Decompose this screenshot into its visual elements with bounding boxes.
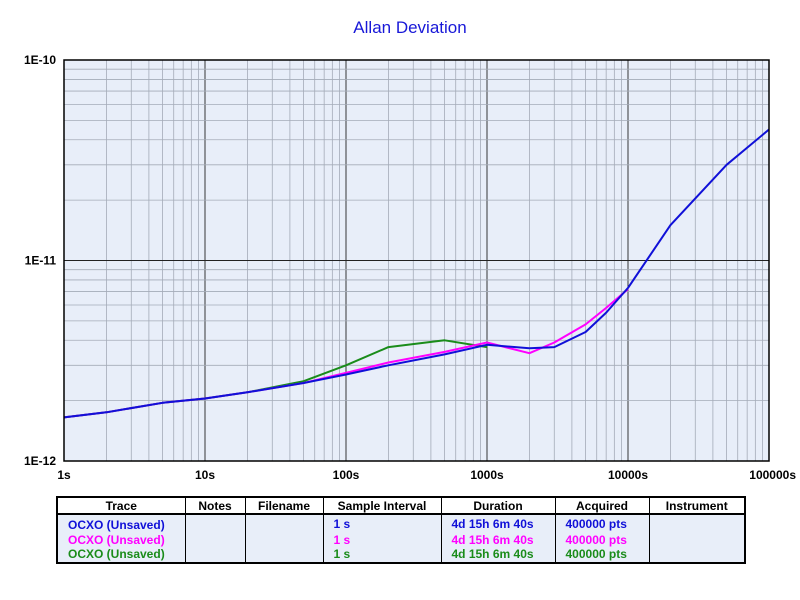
cell-instrument: [648, 532, 746, 548]
grid: [64, 60, 769, 461]
plot-border: [63, 59, 770, 462]
series-line: [63, 128, 770, 419]
table-row[interactable]: OCXO (Unsaved) 1 s 4d 15h 6m 40s 400000 …: [56, 514, 746, 533]
cell-trace: OCXO (Unsaved): [56, 547, 186, 563]
cell-duration: 4d 15h 6m 40s: [440, 514, 556, 533]
x-tick-label: 10s: [195, 468, 215, 482]
table-header-row: Trace Notes Filename Sample Interval Dur…: [56, 496, 746, 515]
series-layer: [63, 128, 770, 419]
header-filename: Filename: [244, 496, 324, 515]
cell-interval: 1 s: [322, 514, 442, 533]
x-tick-labels: 1s 10s 100s 1000s 10000s 100000s: [57, 468, 796, 482]
x-tick-label: 100s: [333, 468, 360, 482]
cell-filename: [244, 532, 324, 548]
y-tick-label: 1E-10: [24, 53, 56, 67]
header-acquired: Acquired: [554, 496, 650, 515]
chart-title: Allan Deviation: [353, 18, 467, 37]
cell-trace: OCXO (Unsaved): [56, 532, 186, 548]
y-tick-label: 1E-12: [24, 454, 56, 468]
cell-notes: [184, 514, 246, 533]
cell-acquired: 400000 pts: [554, 532, 650, 548]
cell-duration: 4d 15h 6m 40s: [440, 532, 556, 548]
cell-instrument: [648, 547, 746, 563]
table-row[interactable]: OCXO (Unsaved) 1 s 4d 15h 6m 40s 400000 …: [56, 547, 746, 563]
cell-interval: 1 s: [322, 547, 442, 563]
cell-duration: 4d 15h 6m 40s: [440, 547, 556, 563]
cell-notes: [184, 532, 246, 548]
y-tick-labels: 1E-10 1E-11 1E-12: [24, 53, 56, 468]
cell-notes: [184, 547, 246, 563]
x-tick-label: 10000s: [608, 468, 648, 482]
header-sample-interval: Sample Interval: [322, 496, 442, 515]
adev-plot: 1E-10 1E-11 1E-12 1s 10s 100s 1000s 10000s 1000…: [24, 53, 796, 482]
header-instrument: Instrument: [648, 496, 746, 515]
cell-instrument: [648, 514, 746, 533]
cell-acquired: 400000 pts: [554, 514, 650, 533]
x-tick-label: 1000s: [470, 468, 504, 482]
table-row[interactable]: OCXO (Unsaved) 1 s 4d 15h 6m 40s 400000 …: [56, 532, 746, 548]
header-duration: Duration: [440, 496, 556, 515]
cell-acquired: 400000 pts: [554, 547, 650, 563]
cell-trace: OCXO (Unsaved): [56, 514, 186, 533]
cell-interval: 1 s: [322, 532, 442, 548]
cell-filename: [244, 547, 324, 563]
x-tick-label: 1s: [57, 468, 71, 482]
header-trace: Trace: [56, 496, 186, 515]
x-tick-label: 100000s: [749, 468, 796, 482]
y-tick-label: 1E-11: [25, 254, 57, 268]
cell-filename: [244, 514, 324, 533]
trace-table: Trace Notes Filename Sample Interval Dur…: [56, 496, 746, 564]
header-notes: Notes: [184, 496, 246, 515]
